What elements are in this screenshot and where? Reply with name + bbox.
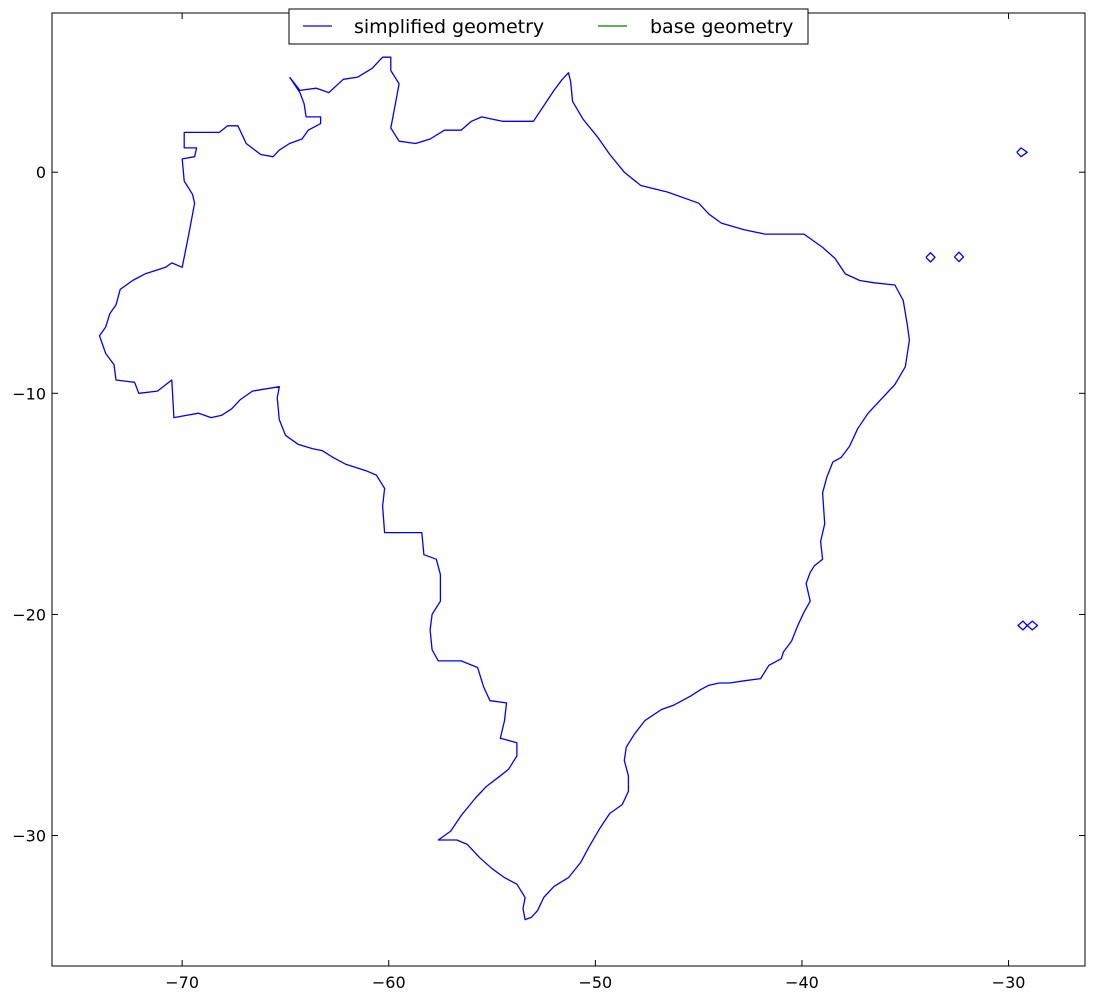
y-tick-label: 0	[36, 163, 46, 182]
x-tick-label: −60	[372, 973, 406, 992]
y-tick-label: −30	[12, 827, 46, 846]
legend-box	[288, 8, 809, 45]
y-tick-label: −20	[12, 605, 46, 624]
y-tick-label: −10	[12, 384, 46, 403]
legend-label-base-geometry: base geometry	[650, 16, 793, 38]
x-tick-label: −30	[992, 973, 1026, 992]
legend-label-simplified-geometry: simplified geometry	[354, 16, 544, 38]
plot-area	[52, 13, 1085, 966]
simplified-geometry-path-1	[1016, 147, 1028, 158]
x-tick-label: −70	[165, 973, 199, 992]
series-layer	[98, 56, 1039, 921]
x-tick-label: −40	[785, 973, 819, 992]
legend: simplified geometry base geometry	[288, 8, 809, 45]
x-tick-label: −50	[578, 973, 612, 992]
simplified-geometry-path-0	[98, 56, 911, 921]
simplified-geometry-path-2	[925, 252, 936, 263]
simplified-geometry-path-3	[953, 251, 965, 263]
ticks-layer: −70 −60 −50 −40 −30 0 −10 −20 −30	[12, 13, 1085, 992]
simplified-geometry-path-4	[1017, 620, 1039, 631]
